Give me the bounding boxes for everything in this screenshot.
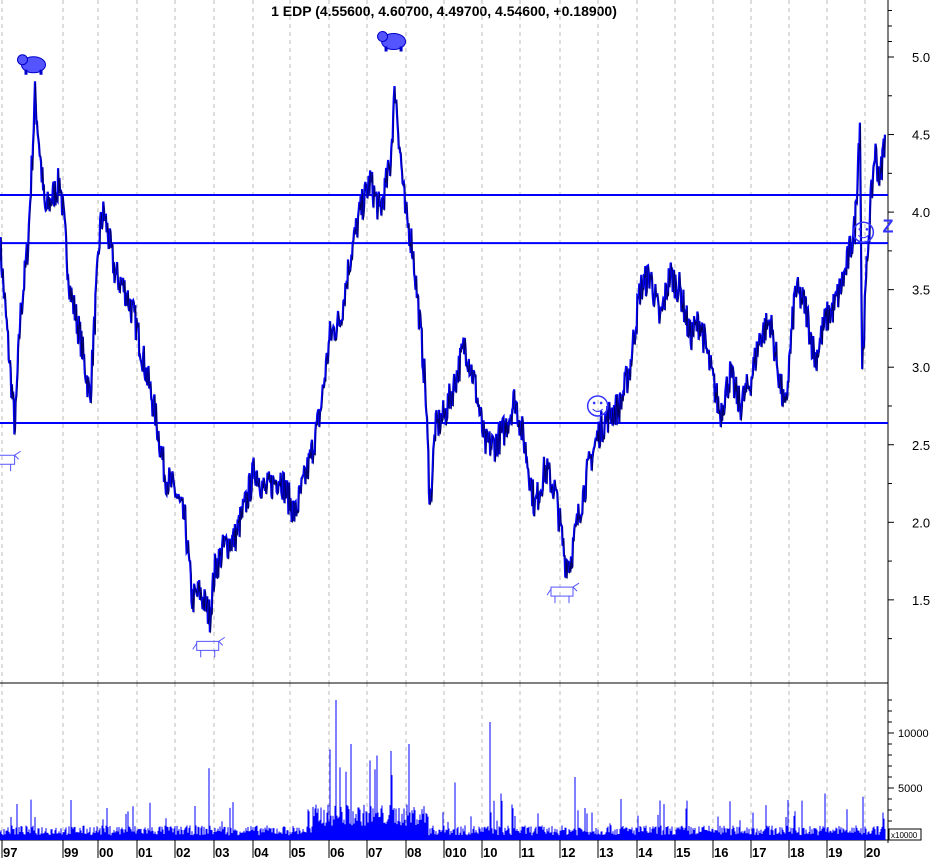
y-tick-label: 5.0	[912, 50, 930, 65]
x-tick-label: 20	[866, 845, 880, 860]
x-tick-label: 14	[638, 845, 653, 860]
x-tick-label: 19	[828, 845, 842, 860]
bear-leg	[399, 46, 403, 52]
x-tick-label: 12	[561, 845, 575, 860]
bull-legs	[546, 582, 580, 604]
smiley-eye	[599, 401, 603, 405]
bear-icon	[377, 30, 407, 52]
x-tick-label: 10	[483, 845, 497, 860]
y-tick-label: 3.5	[912, 283, 930, 298]
y-tick-label: 2.5	[912, 438, 930, 453]
smiley-face	[852, 221, 875, 244]
x-tick-label: 06	[330, 845, 344, 860]
bull-legs	[10, 450, 21, 472]
volume-y-tick-label: 5000	[898, 783, 922, 795]
y-tick-label: 4.0	[912, 205, 930, 220]
x-tick-label: 04	[254, 845, 269, 860]
x-tick-label: 99	[64, 845, 78, 860]
x-tick-label: 17	[752, 845, 766, 860]
bull-body	[550, 586, 574, 597]
x-tick-label: 00	[99, 845, 113, 860]
bear-head	[377, 30, 389, 42]
bear-leg	[39, 69, 43, 75]
volume-unit-label: x10000	[891, 831, 918, 840]
y-tick-label: 4.5	[912, 128, 930, 143]
x-tick-label: 97	[3, 845, 17, 860]
smiley-icon	[586, 395, 609, 417]
bull-icon	[546, 582, 580, 604]
volume-y-tick-label: 10000	[898, 728, 929, 740]
x-tick-label: 11	[521, 845, 535, 860]
y-tick-label: 2.0	[912, 515, 930, 530]
smiley-eye	[858, 227, 862, 231]
x-tick-label: 18	[790, 845, 804, 860]
bull-body	[196, 640, 220, 651]
x-tick-label: 01	[138, 845, 152, 860]
x-tick-label: 15	[676, 845, 690, 860]
x-tick-label: 03	[215, 845, 229, 860]
bull-icon	[192, 636, 225, 658]
smiley-eye	[592, 401, 596, 405]
smiley-mouth	[592, 408, 604, 412]
x-tick-label: 05	[291, 845, 305, 860]
price-line-shadow	[0, 82, 886, 634]
y-tick-label: 3.0	[912, 360, 930, 375]
smiley-face	[586, 395, 609, 417]
bull-body	[0, 454, 16, 465]
annotation-label: Z	[882, 217, 893, 237]
x-tick-label: 010	[445, 845, 467, 860]
bull-icon	[0, 450, 21, 472]
x-tick-label: 16	[714, 845, 728, 860]
x-tick-label: 08	[407, 845, 421, 860]
x-tick-label: 13	[599, 845, 613, 860]
annotation-label-z: Z	[882, 217, 893, 237]
bear-head	[17, 54, 29, 66]
smiley-mouth	[858, 234, 869, 239]
x-tick-label: 07	[368, 845, 382, 860]
y-tick-label: 1.5	[912, 593, 930, 608]
bull-legs	[192, 636, 225, 658]
volume-unit-box	[888, 828, 922, 841]
smiley-circle-icon	[852, 221, 875, 244]
bear-leg	[24, 69, 28, 75]
price-line	[0, 81, 886, 633]
smiley-eye	[865, 227, 869, 231]
bear-icon	[17, 54, 47, 75]
bear-leg	[384, 46, 388, 52]
x-tick-label: 02	[176, 845, 190, 860]
